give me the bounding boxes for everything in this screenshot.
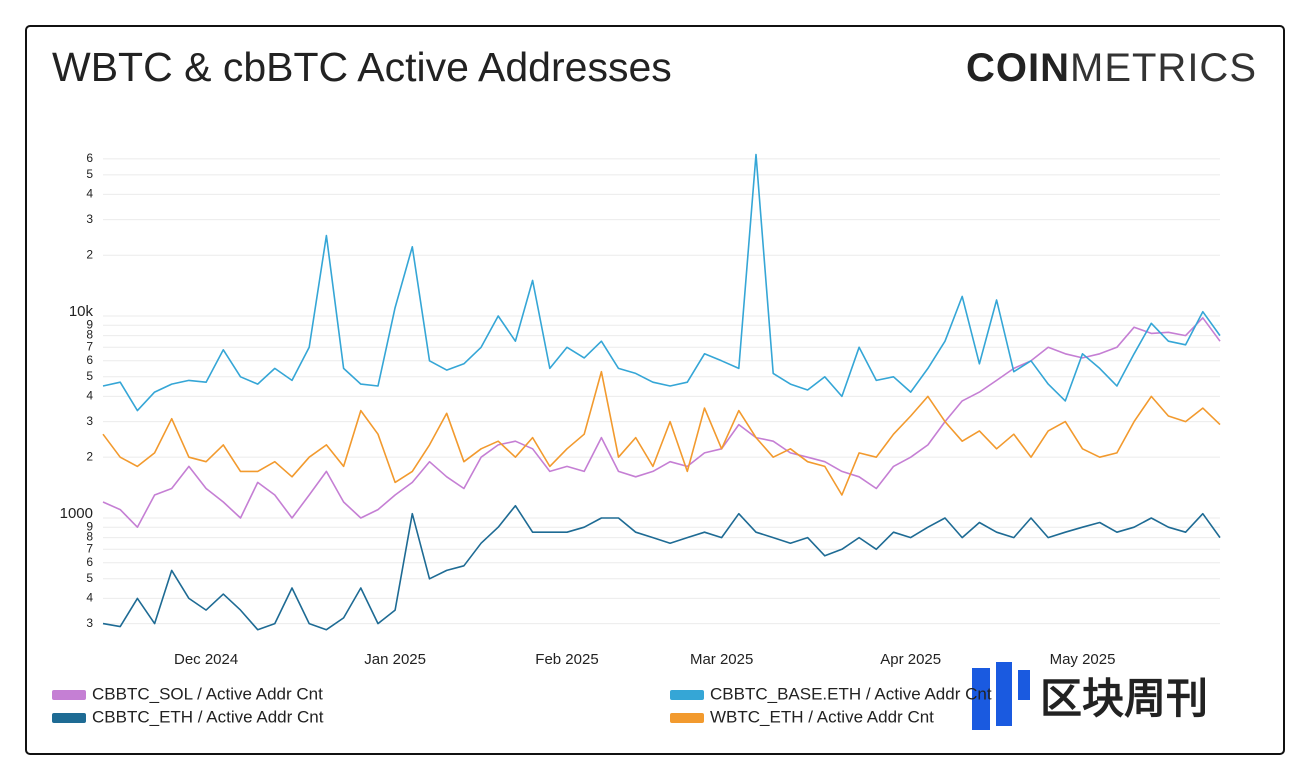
y-tick-label: 7	[86, 541, 93, 555]
logo-light: METRICS	[1070, 46, 1257, 90]
series-line	[102, 317, 1221, 528]
y-tick-label: 5	[86, 167, 93, 181]
y-tick-label: 9	[86, 317, 93, 331]
y-tick-label: 4	[86, 389, 93, 403]
x-tick-label: Jan 2025	[364, 651, 426, 668]
y-tick-label: 4	[86, 187, 93, 201]
frame	[25, 25, 1285, 755]
x-tick-label: Mar 2025	[690, 651, 753, 668]
series-line	[102, 153, 1221, 412]
y-tick-label: 2	[86, 449, 93, 463]
watermark-icon	[972, 662, 1030, 730]
y-tick-label: 2	[86, 247, 93, 261]
y-tick-label: 6	[86, 353, 93, 367]
legend-label: CBBTC_BASE.ETH / Active Addr Cnt	[710, 684, 992, 703]
y-tick-label: 7	[86, 339, 93, 353]
y-tick-label: 1000	[60, 505, 93, 522]
legend-label: WBTC_ETH / Active Addr Cnt	[710, 707, 934, 726]
chart-title: WBTC & cbBTC Active Addresses	[52, 44, 672, 90]
x-tick-label: Dec 2024	[174, 651, 238, 668]
y-tick-label: 10k	[69, 303, 94, 320]
x-tick-label: Feb 2025	[535, 651, 598, 668]
legend: CBBTC_SOL / Active Addr Cnt CBBTC_BASE.ET…	[52, 684, 992, 726]
legend-label: CBBTC_SOL / Active Addr Cnt	[92, 684, 323, 703]
legend-label: CBBTC_ETH / Active Addr Cnt	[92, 707, 324, 726]
legend-swatch	[670, 690, 704, 700]
x-tick-label: May 2025	[1050, 651, 1116, 668]
x-tick-label: Apr 2025	[880, 651, 941, 668]
watermark: 区块周刊	[1040, 675, 1208, 722]
y-tick-label: 8	[86, 328, 93, 342]
y-tick-label: 3	[86, 212, 93, 226]
y-tick-label: 3	[86, 414, 93, 428]
logo: COINMETRICS	[966, 46, 1257, 90]
legend-swatch	[670, 713, 704, 723]
logo-bold: COIN	[966, 46, 1070, 90]
legend-swatch	[52, 713, 86, 723]
series-line	[102, 370, 1221, 496]
y-tick-label: 5	[86, 571, 93, 585]
series-line	[102, 504, 1221, 631]
y-tick-label: 6	[86, 555, 93, 569]
y-tick-label: 3	[86, 616, 93, 630]
legend-swatch	[52, 690, 86, 700]
y-tick-label: 4	[86, 591, 93, 605]
y-tick-label: 8	[86, 530, 93, 544]
y-tick-label: 5	[86, 369, 93, 383]
y-tick-label: 6	[86, 151, 93, 165]
y-tick-label: 9	[86, 519, 93, 533]
